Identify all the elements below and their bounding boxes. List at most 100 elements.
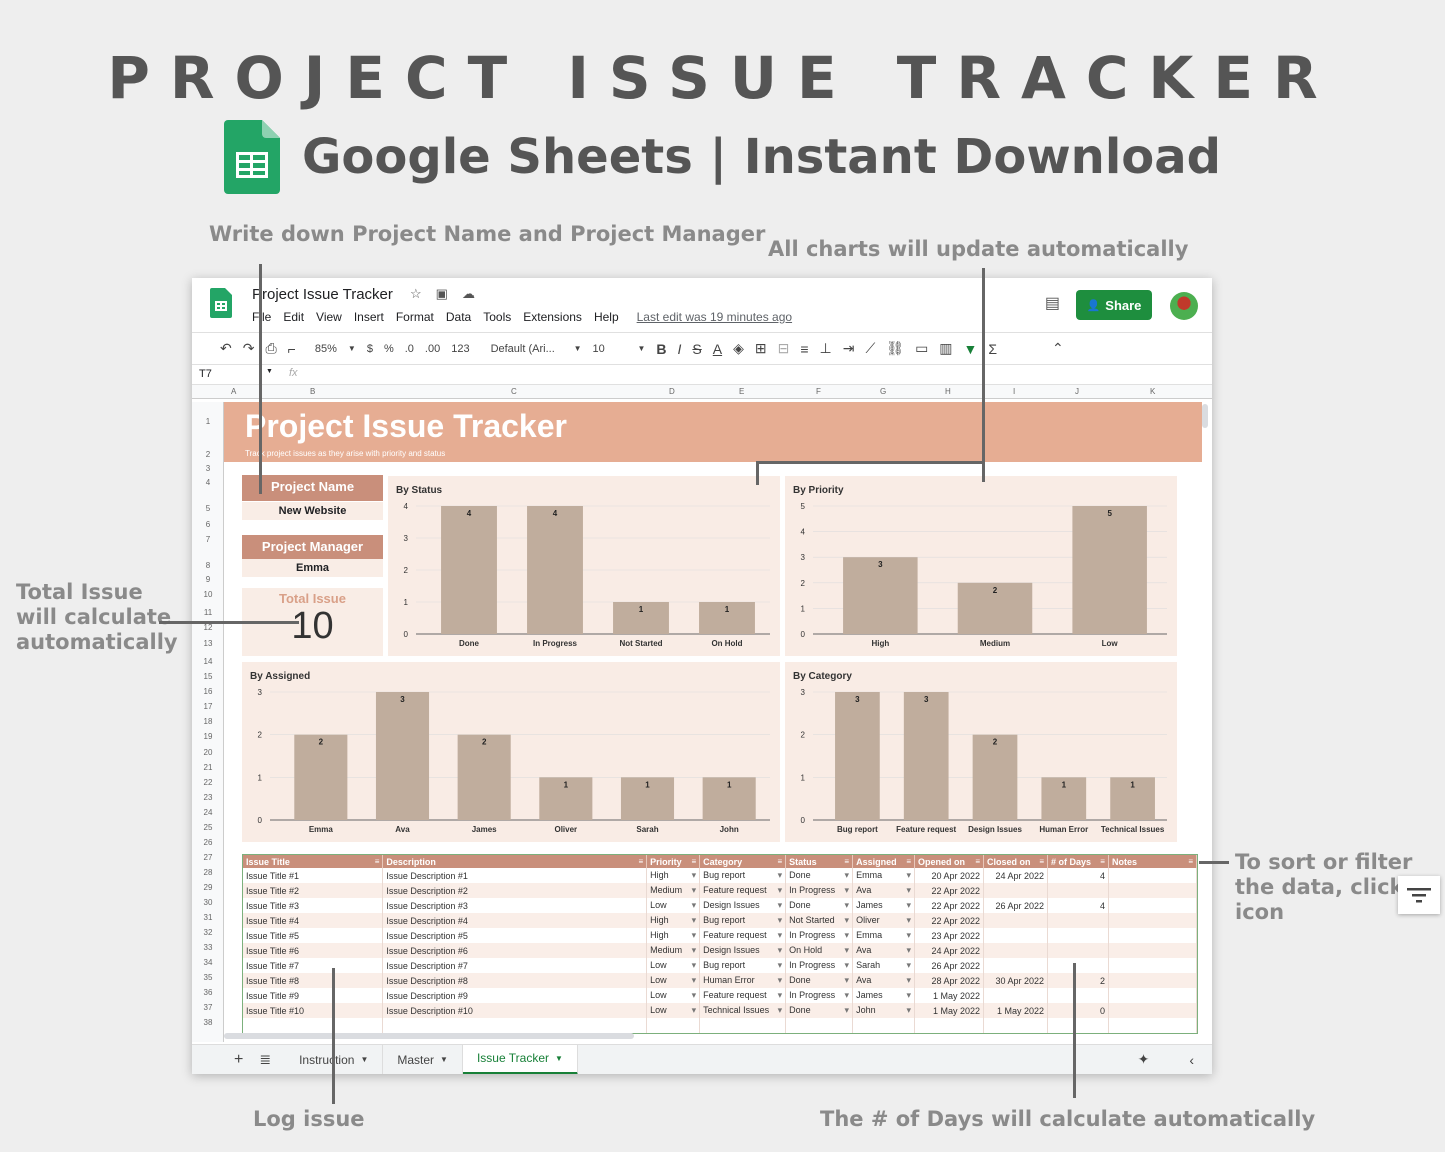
table-cell[interactable]: 24 Apr 2022 xyxy=(983,868,1048,883)
table-row[interactable]: Issue Title #3 Issue Description #3 Low ▾ De… xyxy=(243,898,1198,913)
document-title[interactable]: Project Issue Tracker xyxy=(252,286,393,303)
row-number[interactable]: 7 xyxy=(205,535,211,544)
table-cell[interactable] xyxy=(983,928,1048,943)
chart-icon[interactable]: ▥ xyxy=(939,340,953,356)
paint-format-icon[interactable]: ⌐ xyxy=(287,340,296,357)
row-number[interactable]: 32 xyxy=(203,928,213,937)
dropdown-icon[interactable]: ▾ xyxy=(844,975,850,985)
dropdown-icon[interactable]: ▾ xyxy=(777,930,783,940)
column-header[interactable]: # of Days ≡ xyxy=(1047,855,1109,868)
menu-help[interactable]: Help xyxy=(593,310,619,324)
table-cell[interactable]: Feature request ▾ xyxy=(699,988,787,1003)
undo-icon[interactable]: ↶ xyxy=(220,340,232,356)
horizontal-scrollbar[interactable] xyxy=(224,1033,634,1039)
table-cell[interactable]: Issue Title #4 xyxy=(243,913,384,928)
dropdown-icon[interactable]: ▾ xyxy=(691,975,697,985)
dropdown-icon[interactable]: ▾ xyxy=(777,915,783,925)
table-cell[interactable]: 23 Apr 2022 xyxy=(914,928,985,943)
menu-insert[interactable]: Insert xyxy=(353,310,384,324)
table-cell[interactable]: Bug report ▾ xyxy=(699,958,787,973)
all-sheets-icon[interactable]: ≣ xyxy=(259,1051,272,1067)
filter-icon[interactable]: ≡ xyxy=(638,856,644,866)
table-cell[interactable]: Issue Description #1 xyxy=(382,868,648,883)
column-header[interactable]: Notes ≡ xyxy=(1108,855,1198,868)
tab-instruction[interactable]: Instruction ▼ xyxy=(285,1044,384,1074)
bar[interactable] xyxy=(1041,777,1087,820)
text-color-icon[interactable]: A xyxy=(712,340,723,357)
dropdown-icon[interactable]: ▾ xyxy=(906,915,912,925)
bar[interactable] xyxy=(613,602,669,634)
table-row[interactable]: Issue Title #9 Issue Description #9 Low ▾ Fe… xyxy=(243,988,1198,1003)
percent-button[interactable]: % xyxy=(383,342,394,355)
dropdown-icon[interactable]: ▾ xyxy=(777,900,783,910)
table-cell[interactable] xyxy=(983,988,1048,1003)
table-cell[interactable]: Oliver ▾ xyxy=(852,913,916,928)
table-cell[interactable]: Issue Title #3 xyxy=(243,898,384,913)
table-cell[interactable]: Medium ▾ xyxy=(646,883,701,898)
row-number[interactable]: 4 xyxy=(205,478,211,487)
dropdown-icon[interactable]: ▾ xyxy=(777,975,783,985)
table-cell[interactable]: Issue Description #2 xyxy=(382,883,648,898)
table-cell[interactable] xyxy=(1047,913,1109,928)
column-header[interactable]: Category ≡ xyxy=(699,855,787,868)
table-row[interactable]: Issue Title #2 Issue Description #2 Medium… xyxy=(243,883,1198,898)
dropdown-icon[interactable]: ▾ xyxy=(691,990,697,1000)
dropdown-icon[interactable]: ▾ xyxy=(906,885,912,895)
table-cell[interactable]: Issue Title #2 xyxy=(243,883,384,898)
row-number[interactable]: 16 xyxy=(203,687,213,696)
table-cell[interactable]: Bug report ▾ xyxy=(699,913,787,928)
dropdown-icon[interactable]: ▾ xyxy=(691,870,697,880)
table-cell[interactable]: 26 Apr 2022 xyxy=(983,898,1048,913)
bar[interactable] xyxy=(1110,777,1155,820)
row-number[interactable]: 26 xyxy=(203,838,213,847)
dropdown-icon[interactable]: ▾ xyxy=(906,960,912,970)
row-number[interactable]: 19 xyxy=(203,732,213,741)
filter-icon[interactable]: ≡ xyxy=(906,856,912,866)
table-cell[interactable] xyxy=(243,1018,384,1033)
chevron-down-icon[interactable]: ▼ xyxy=(347,344,356,353)
row-number[interactable]: 34 xyxy=(203,958,213,967)
table-cell[interactable]: Done ▾ xyxy=(785,868,854,883)
table-cell[interactable]: In Progress ▾ xyxy=(785,958,854,973)
table-cell[interactable] xyxy=(1108,928,1198,943)
filter-icon[interactable]: ≡ xyxy=(1188,856,1193,866)
font-select[interactable]: Default (Ari... xyxy=(490,342,555,355)
table-cell[interactable] xyxy=(1047,958,1109,973)
add-sheet-icon[interactable]: + xyxy=(234,1050,244,1068)
table-cell[interactable]: Feature request ▾ xyxy=(699,883,787,898)
table-cell[interactable]: 4 xyxy=(1047,898,1109,913)
text-rotate-icon[interactable]: ⟋ xyxy=(865,340,876,356)
row-number[interactable]: 33 xyxy=(203,943,213,952)
filter-icon[interactable]: ≡ xyxy=(1039,856,1044,866)
share-button[interactable]: 👤 Share xyxy=(1076,290,1152,320)
dropdown-icon[interactable]: ▾ xyxy=(691,1005,697,1015)
table-cell[interactable]: 1 May 2022 xyxy=(914,1003,985,1018)
dropdown-icon[interactable]: ▾ xyxy=(844,945,850,955)
table-cell[interactable] xyxy=(1047,1018,1109,1033)
table-cell[interactable]: Sarah ▾ xyxy=(852,958,916,973)
bar[interactable] xyxy=(457,734,511,820)
dropdown-icon[interactable]: ▾ xyxy=(691,960,697,970)
star-icon[interactable]: ☆ xyxy=(410,286,422,301)
table-cell[interactable]: Low ▾ xyxy=(646,898,701,913)
table-cell[interactable] xyxy=(914,1018,985,1033)
align-vertical-icon[interactable]: ⊥ xyxy=(819,340,832,356)
table-cell[interactable]: Issue Description #7 xyxy=(382,958,648,973)
row-number[interactable]: 6 xyxy=(205,520,211,529)
dropdown-icon[interactable]: ▾ xyxy=(777,960,783,970)
dropdown-icon[interactable]: ▾ xyxy=(777,870,783,880)
table-cell[interactable]: Technical Issues ▾ xyxy=(699,1003,787,1018)
column-header[interactable]: Opened on ≡ xyxy=(914,855,985,868)
dropdown-icon[interactable]: ▾ xyxy=(691,915,697,925)
menu-tools[interactable]: Tools xyxy=(483,310,512,324)
bar[interactable] xyxy=(294,734,348,820)
table-cell[interactable]: 20 Apr 2022 xyxy=(914,868,985,883)
menu-edit[interactable]: Edit xyxy=(283,310,305,324)
table-cell[interactable]: James ▾ xyxy=(852,898,916,913)
table-row[interactable]: Issue Title #1 Issue Description #1 High ▾ B… xyxy=(243,868,1198,883)
table-cell[interactable]: Ava ▾ xyxy=(852,943,916,958)
column-header[interactable]: Description ≡ xyxy=(382,855,648,868)
row-number[interactable]: 10 xyxy=(203,590,213,599)
table-cell[interactable]: Low ▾ xyxy=(646,1003,701,1018)
dropdown-icon[interactable]: ▾ xyxy=(906,1005,912,1015)
